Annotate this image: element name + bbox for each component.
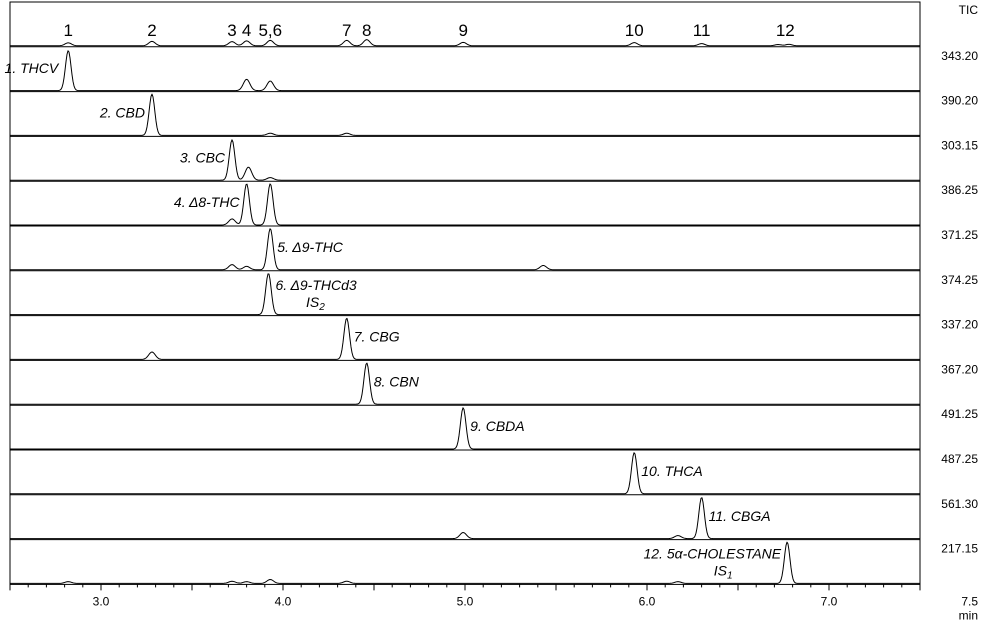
compound-label-d9thcd3: 6. Δ9-THCd3 (275, 277, 356, 293)
compound-label-cholestane: 12. 5α-CHOLESTANE (643, 546, 781, 562)
compound-label-cbd: 2. CBD (99, 105, 145, 121)
peak-number-6: 7 (342, 21, 351, 40)
x-tick-label: 4.0 (275, 594, 292, 608)
compound-label-thca: 10. THCA (641, 463, 702, 479)
trace-tic (10, 39, 920, 47)
mz-label-cbn: 367.20 (941, 362, 978, 376)
compound-label-cbga: 11. CBGA (709, 508, 771, 524)
mz-label-cbg: 337.20 (941, 318, 978, 332)
peak-number-1: 1 (64, 21, 73, 40)
trace-cbd (10, 93, 920, 136)
x-tick-label: 6.0 (639, 594, 656, 608)
mz-label-thca: 487.25 (941, 452, 978, 466)
compound-label-thcv: 1. THCV (5, 60, 60, 76)
mz-label-cbc: 303.15 (941, 138, 978, 152)
panel-frames (9, 1, 921, 585)
trace-cbda (10, 407, 920, 450)
internal-standard-subscript: 2 (318, 302, 325, 313)
internal-standard-subscript: 1 (727, 571, 733, 582)
mz-label-cbga: 561.30 (941, 497, 978, 511)
trace-thca (10, 452, 920, 495)
trace-d9thc (10, 228, 920, 271)
peak-number-11: 12 (776, 21, 795, 40)
peak-number-10: 11 (693, 21, 711, 40)
peak-number-5: 5,6 (258, 21, 282, 40)
mz-label-d8thc: 386.25 (941, 183, 978, 197)
peak-number-7: 8 (362, 21, 371, 40)
trace-thcv (10, 50, 920, 92)
trace-cbc (10, 139, 920, 181)
compound-label-cbg: 7. CBG (354, 329, 400, 345)
mz-label-d9thcd3: 374.25 (941, 273, 978, 287)
mz-label-cholestane: 217.15 (941, 542, 978, 556)
compound-label-d9thc: 5. Δ9-THC (277, 239, 344, 255)
peak-number-8: 9 (458, 21, 467, 40)
trace-d8thc (10, 183, 920, 226)
peak-number-9: 10 (625, 21, 644, 40)
x-tick-label: 7.5 (961, 594, 978, 608)
mz-label-thcv: 343.20 (941, 49, 978, 63)
panel-traces (10, 39, 920, 584)
compound-label-cbda: 9. CBDA (470, 418, 524, 434)
mz-label-cbda: 491.25 (941, 407, 978, 421)
trace-cbn (10, 362, 920, 405)
peak-number-2: 2 (147, 21, 156, 40)
plot-frame (9, 1, 921, 585)
internal-standard-label-cholestane: IS1 (714, 563, 733, 582)
compound-label-d8thc: 4. Δ8-THC (174, 194, 241, 210)
peak-number-4: 4 (242, 21, 251, 40)
compound-label-cbn: 8. CBN (374, 373, 420, 389)
x-axis-title: min (959, 608, 978, 622)
mz-label-d9thc: 371.25 (941, 228, 978, 242)
mz-label-cbd: 390.20 (941, 94, 978, 108)
tic-label: TIC (959, 3, 979, 17)
peak-number-3: 3 (227, 21, 236, 40)
trace-cholestane (10, 541, 920, 584)
compound-label-cbc: 3. CBC (180, 149, 226, 165)
trace-cbg (10, 317, 920, 360)
x-tick-label: 5.0 (457, 594, 474, 608)
internal-standard-label-d9thcd3: IS2 (306, 294, 325, 313)
trace-d9thcd3 (10, 273, 920, 316)
x-tick-label: 7.0 (821, 594, 838, 608)
x-tick-label: 3.0 (93, 594, 110, 608)
trace-cbga (10, 497, 920, 540)
